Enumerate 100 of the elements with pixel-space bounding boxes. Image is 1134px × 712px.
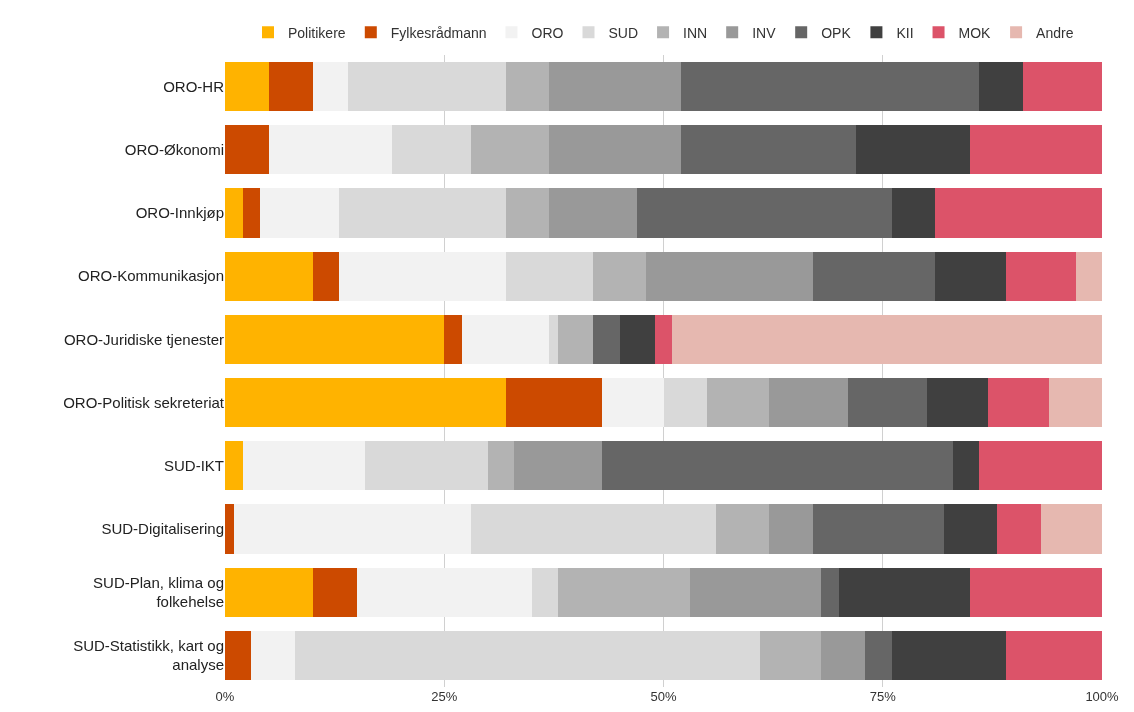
bar: [987, 377, 1050, 428]
bar: [312, 567, 357, 617]
y-tick-label: ORO-Kommunikasjon: [78, 267, 224, 285]
bar: [1075, 251, 1102, 301]
bar: [979, 441, 1102, 491]
bar: [663, 377, 708, 428]
bar: [593, 251, 646, 301]
bar: [505, 251, 594, 301]
y-tick-label: ORO-Innkjøp: [135, 204, 224, 222]
bar: [1005, 630, 1102, 681]
bar: [681, 125, 857, 175]
bar: [505, 61, 550, 112]
legend-label: INN: [683, 24, 708, 41]
y-tick-label: ORO-Økonomi: [124, 141, 224, 159]
bar: [225, 377, 506, 428]
bar: [821, 630, 866, 681]
bar: [759, 630, 822, 681]
y-tick-label: ORO-Politisk sekreteriat: [63, 393, 225, 411]
bar: [821, 567, 839, 617]
bar: [268, 125, 392, 175]
bar: [225, 188, 243, 238]
bar: [531, 567, 559, 617]
bar: [1049, 377, 1102, 428]
bar: [225, 61, 269, 112]
bar: [251, 630, 296, 681]
bar: [681, 61, 980, 112]
legend-label: Politikere: [288, 24, 346, 41]
x-tick-label: 50%: [650, 689, 677, 704]
bar: [505, 188, 550, 238]
bar: [312, 251, 340, 301]
bar: [505, 377, 603, 428]
bar: [865, 630, 892, 681]
bar: [996, 504, 1041, 554]
bar: [935, 188, 1102, 238]
legend-label: Fylkesrådmann: [390, 24, 487, 41]
y-tick-label: ORO-Juridiske tjenester: [63, 330, 224, 348]
x-tick-label: 100%: [1085, 689, 1120, 704]
y-tick-label: SUD-Digitalisering: [101, 520, 224, 538]
bar: [593, 314, 620, 365]
bar: [225, 630, 252, 681]
bar: [979, 61, 1024, 112]
bar: [558, 567, 690, 617]
bar: [602, 441, 953, 491]
bar: [619, 314, 655, 365]
bar: [812, 251, 936, 301]
bar: [952, 441, 980, 491]
y-tick-label: ORO-HR: [163, 77, 225, 95]
bar: [242, 441, 366, 491]
bar: [549, 125, 682, 175]
bar: [549, 61, 682, 112]
bar: [461, 314, 550, 365]
bar: [891, 630, 1006, 681]
y-tick-label: SUD-Statistikk, kart og analyse: [73, 636, 224, 674]
bar: [514, 441, 603, 491]
bar: [970, 125, 1102, 175]
bar: [260, 188, 340, 238]
bar: [716, 504, 769, 554]
bar: [225, 314, 445, 365]
bar: [768, 504, 813, 554]
bar: [645, 251, 813, 301]
bar: [470, 125, 550, 175]
y-tick-label: SUD-IKT: [164, 457, 224, 475]
bar: [944, 504, 997, 554]
bar: [602, 377, 664, 428]
bar: [225, 441, 243, 491]
bar: [1040, 504, 1102, 554]
bar: [1023, 61, 1102, 112]
y-tick-label: SUD-Plan, klima og folkehelse: [93, 573, 224, 611]
x-tick-label: 25%: [431, 689, 458, 704]
legend-label: ORO: [531, 24, 564, 41]
bar: [488, 441, 515, 491]
bar: [707, 377, 769, 428]
bar: [838, 567, 971, 617]
bar: [926, 377, 988, 428]
x-tick-label: 0%: [215, 689, 235, 704]
bar: [312, 61, 348, 112]
bar: [549, 314, 559, 365]
bar: [233, 504, 471, 554]
legend-label: SUD: [608, 24, 639, 41]
bar: [356, 567, 532, 617]
bar: [339, 251, 506, 301]
legend-label: Andre: [1036, 24, 1074, 41]
legend-label: MOK: [958, 24, 992, 41]
bar: [637, 188, 892, 238]
bar: [654, 314, 673, 365]
bar: [672, 314, 1102, 365]
bar: [242, 188, 261, 238]
legend-label: OPK: [821, 24, 852, 41]
bar: [812, 504, 945, 554]
bar: [935, 251, 1006, 301]
bar: [856, 125, 971, 175]
bar: [225, 504, 234, 554]
bar: [444, 314, 462, 365]
bar: [689, 567, 822, 617]
bar: [225, 251, 313, 301]
bar: [268, 61, 313, 112]
bar: [549, 188, 638, 238]
bar: [970, 567, 1102, 617]
x-tick-label: 75%: [869, 689, 897, 704]
bar: [891, 188, 936, 238]
